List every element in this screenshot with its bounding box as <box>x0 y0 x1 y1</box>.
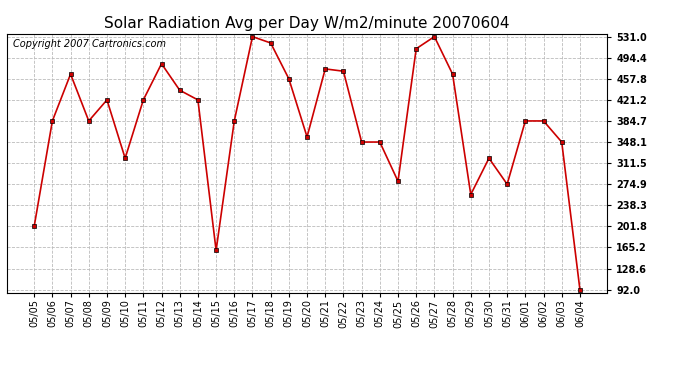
Title: Solar Radiation Avg per Day W/m2/minute 20070604: Solar Radiation Avg per Day W/m2/minute … <box>104 16 510 31</box>
Text: Copyright 2007 Cartronics.com: Copyright 2007 Cartronics.com <box>13 39 166 49</box>
